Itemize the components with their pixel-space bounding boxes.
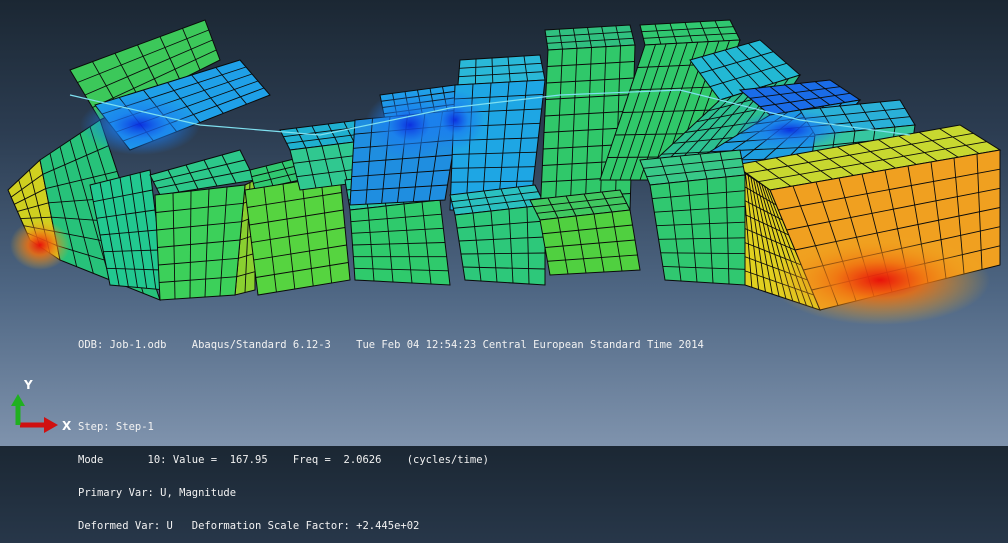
primary-var-label: Primary Var: U, Magnitude <box>78 487 237 499</box>
step-label: Step: Step-1 <box>78 421 154 433</box>
x-axis-arrow <box>44 417 58 433</box>
deformed-var-label: Deformed Var: U Deformation Scale Factor… <box>78 520 420 532</box>
mode-label: Mode 10: Value = 167.95 Freq = 2.0626 (c… <box>78 454 489 466</box>
x-axis-label: X <box>62 419 72 433</box>
step-info-block: Step: Step-1 Mode 10: Value = 167.95 Fre… <box>78 400 489 543</box>
y-axis-arrow <box>11 394 25 406</box>
model-viewport[interactable] <box>0 0 1008 446</box>
odb-info-line: ODB: Job-1.odb Abaqus/Standard 6.12-3 Tu… <box>78 339 704 351</box>
y-axis-label: Y <box>24 378 33 392</box>
coordinate-triad <box>11 394 58 433</box>
